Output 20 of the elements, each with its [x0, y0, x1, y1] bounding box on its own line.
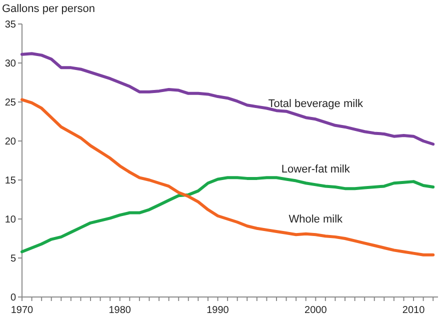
- x-tick-label: 2010: [402, 305, 426, 316]
- series-label: Total beverage milk: [268, 98, 364, 110]
- series-label: Lower-fat milk: [281, 164, 350, 176]
- y-tick-label: 25: [4, 98, 16, 108]
- y-tick-label: 15: [4, 176, 16, 186]
- line-series: [20, 98, 435, 256]
- series-label: Whole milk: [288, 214, 344, 226]
- x-tick-label: 1990: [206, 305, 230, 316]
- y-tick-label: 35: [4, 20, 16, 30]
- y-tick-label: 30: [4, 58, 16, 70]
- y-tick-label: 5: [10, 254, 16, 264]
- y-axis-title: Gallons per person: [2, 3, 95, 15]
- x-tick-label: 2000: [304, 305, 328, 316]
- x-tick-label: 1980: [108, 305, 132, 316]
- line-series: [20, 52, 435, 146]
- line-series: [20, 176, 435, 254]
- y-tick-label: 10: [4, 214, 16, 226]
- y-tick-label: 0: [10, 292, 16, 304]
- y-tick-label: 20: [4, 136, 16, 148]
- x-tick-label: 1970: [10, 305, 34, 316]
